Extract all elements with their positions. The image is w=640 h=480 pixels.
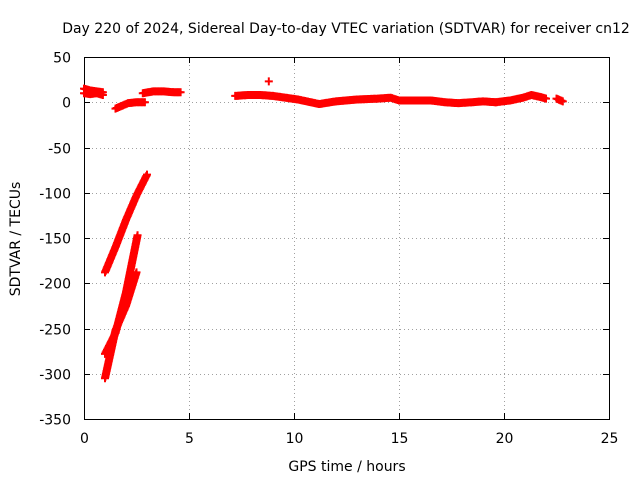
y-tick-label: -300 xyxy=(39,368,71,384)
y-tick-label: 50 xyxy=(53,51,71,67)
plot-frame xyxy=(84,57,610,420)
series-sdtvar xyxy=(80,77,567,383)
data-point xyxy=(558,97,567,106)
data-point xyxy=(542,94,550,103)
data-point xyxy=(264,77,273,86)
x-tick-label: 15 xyxy=(391,431,409,447)
data-point xyxy=(143,170,151,179)
x-axis-label: GPS time / hours xyxy=(288,459,405,475)
y-axis-label: SDTVAR / TECUs xyxy=(8,182,24,297)
y-tick-label: -250 xyxy=(39,323,71,339)
y-tick-label: -200 xyxy=(39,277,71,293)
axis-ticks: 0 5 10 15 20 25 50 0 -50 -100 -150 -200 -250 -300 -350 xyxy=(39,51,618,448)
chart-title: Day 220 of 2024, Sidereal Day-to-day VTE… xyxy=(62,21,630,37)
x-tick-label: 10 xyxy=(286,431,304,447)
y-tick-label: 0 xyxy=(62,96,71,112)
x-tick-label: 0 xyxy=(80,431,89,447)
grid xyxy=(84,57,609,419)
data-point xyxy=(140,98,149,107)
x-tick-label: 5 xyxy=(185,431,194,447)
data-point xyxy=(176,88,185,97)
x-tick-label: 20 xyxy=(496,431,514,447)
x-tick-label: 25 xyxy=(601,431,619,447)
y-tick-label: -100 xyxy=(39,187,71,203)
data-point xyxy=(133,231,142,240)
data-point xyxy=(98,91,107,100)
data-point xyxy=(132,268,141,277)
y-tick-label: -50 xyxy=(48,142,71,158)
y-tick-label: -150 xyxy=(39,232,71,248)
y-tick-label: -350 xyxy=(39,413,71,429)
